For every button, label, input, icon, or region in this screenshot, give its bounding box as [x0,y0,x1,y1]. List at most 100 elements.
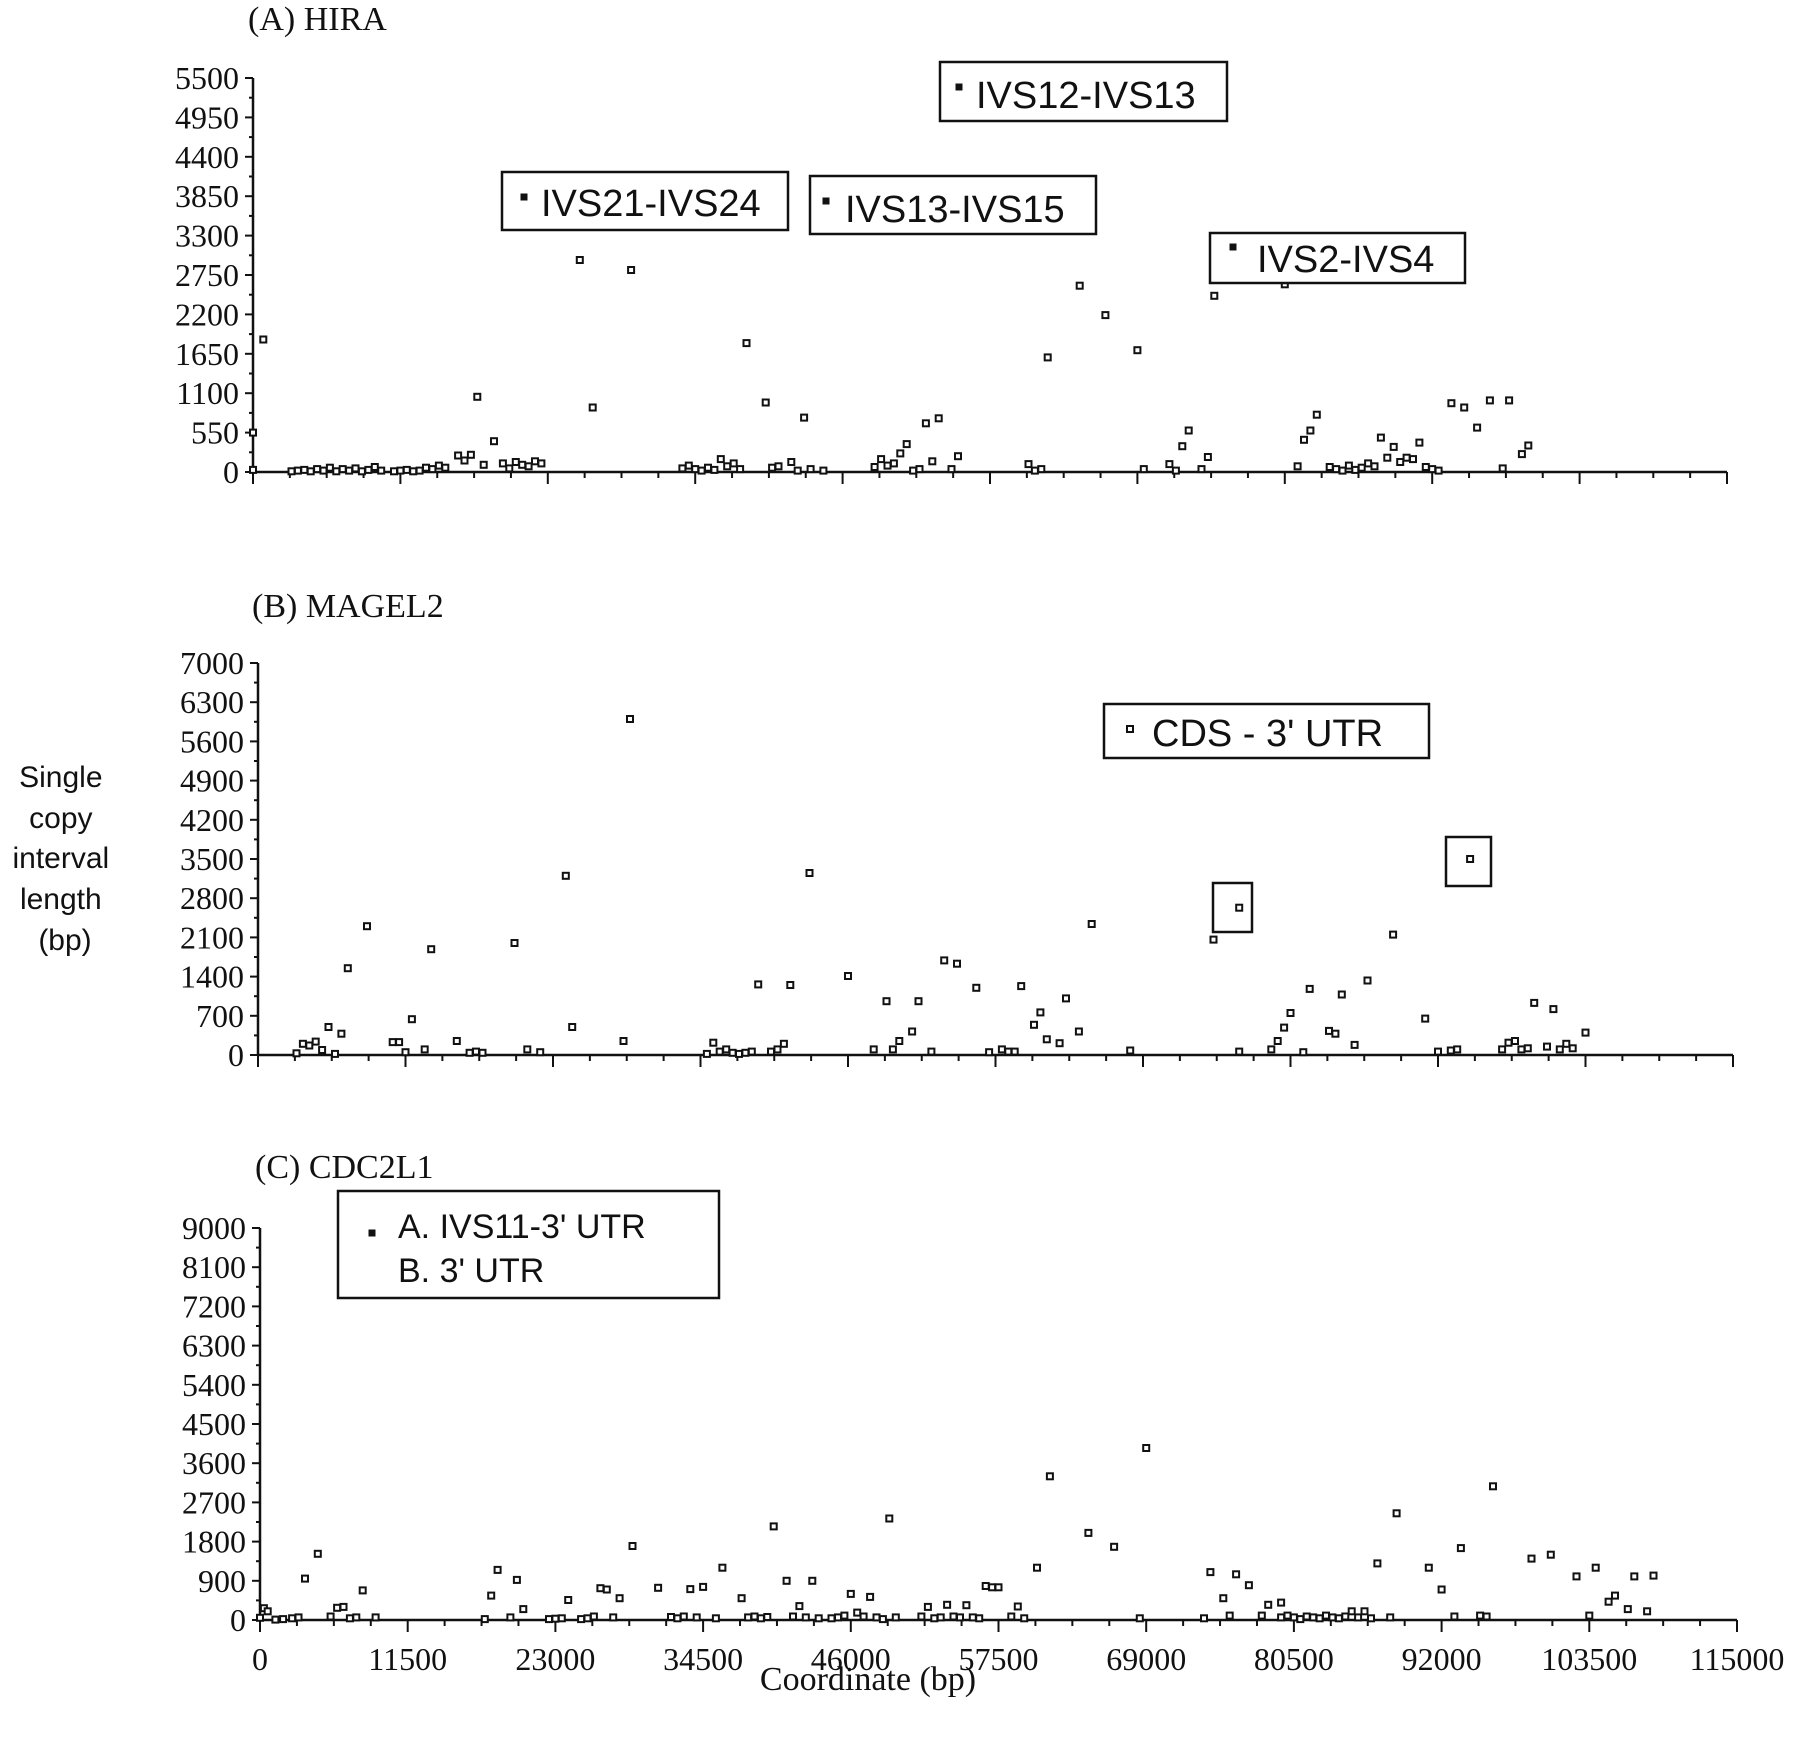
data-point [298,1039,307,1048]
data-point [1074,1027,1083,1036]
data-point [962,1601,971,1610]
data-point [686,1585,695,1594]
data-point [1386,1613,1395,1622]
data-point [1235,903,1244,912]
data-point [1289,1613,1298,1622]
data-point [882,997,891,1006]
data-point [872,1613,881,1622]
data-point [779,1039,788,1048]
data-point [619,1037,628,1045]
y-tick-label: 900 [198,1563,246,1599]
data-point [718,1563,727,1572]
note-box [808,174,1098,236]
x-tick-label: 11500 [368,1641,447,1677]
data-point [1338,466,1347,475]
data-point [596,1584,605,1593]
note-marker [822,197,830,205]
data-point [1505,396,1514,405]
data-point [1232,1570,1241,1579]
note-box [1102,702,1431,760]
data-point [921,419,930,428]
data-point [1101,311,1110,320]
data-point [1523,1044,1532,1053]
data-point [557,1614,566,1623]
data-point [782,1576,791,1585]
data-point [454,451,463,460]
data-point [1142,1444,1151,1452]
data-point [271,1615,280,1624]
panel-a-note-ivs2-ivs4: IVS2-IVS4 [1208,231,1467,285]
data-point [744,1613,753,1622]
data-point [1437,1585,1446,1594]
y-tick-label: 3850 [175,178,239,214]
data-point [583,1614,592,1623]
data-point [1421,1014,1430,1023]
data-point [1004,1047,1013,1056]
data-point [889,459,898,468]
data-point [326,1612,335,1621]
data-point [498,459,507,468]
panel-c-legend: A. IVS11-3' UTR B. 3' UTR [336,1189,721,1300]
data-point [536,1048,545,1057]
data-point [928,457,937,466]
data-point [1007,1612,1016,1621]
data-point [333,1603,342,1612]
data-point [1293,462,1302,471]
data-point [1235,1047,1244,1056]
data-point [465,1048,474,1057]
y-axis-label-line: length [20,883,102,916]
data-point [1300,435,1308,444]
data-point [1033,1563,1041,1572]
data-point [947,465,956,474]
highlight-box [1444,835,1493,888]
data-point [1043,353,1052,362]
data-point [390,467,398,476]
data-point [407,1015,416,1024]
data-point [1075,281,1084,290]
data-point [953,959,961,968]
data-point [981,1582,990,1590]
data-point [768,463,777,472]
data-point [1315,1614,1324,1623]
data-point [840,1611,849,1620]
data-point [930,1614,939,1623]
data-point [844,972,852,980]
data-point [1383,453,1392,462]
data-point [1328,1613,1337,1622]
data-point [741,1048,750,1057]
data-point [441,463,450,472]
data-point [1630,1572,1639,1581]
data-point [787,458,796,466]
data-point [420,1045,429,1054]
data-point [523,1045,532,1054]
data-point [1370,462,1379,471]
data-point [402,465,411,474]
data-point [510,939,519,947]
data-point [806,465,815,474]
data-point [324,1023,333,1031]
data-point [1376,433,1385,442]
data-point [678,464,687,473]
data-point [1489,1482,1497,1491]
data-point [345,466,354,475]
data-point [767,1047,775,1056]
data-point [1604,1597,1613,1606]
highlight-box [1211,881,1254,934]
data-point [1325,1026,1333,1035]
data-point [1453,1045,1462,1054]
data-point [371,1613,380,1622]
y-tick-label: 2750 [175,257,239,293]
data-point [401,1048,410,1057]
data-point [332,467,341,476]
data-point [1299,1048,1308,1057]
data-point [1030,1020,1038,1029]
data-point [1024,460,1033,469]
data-point [287,467,296,476]
data-point [575,256,584,264]
data-point [490,437,498,446]
data-point [878,1615,887,1624]
data-point [370,463,379,471]
data-point [339,1602,348,1611]
data-point [923,1602,932,1611]
data-point [1210,291,1219,300]
